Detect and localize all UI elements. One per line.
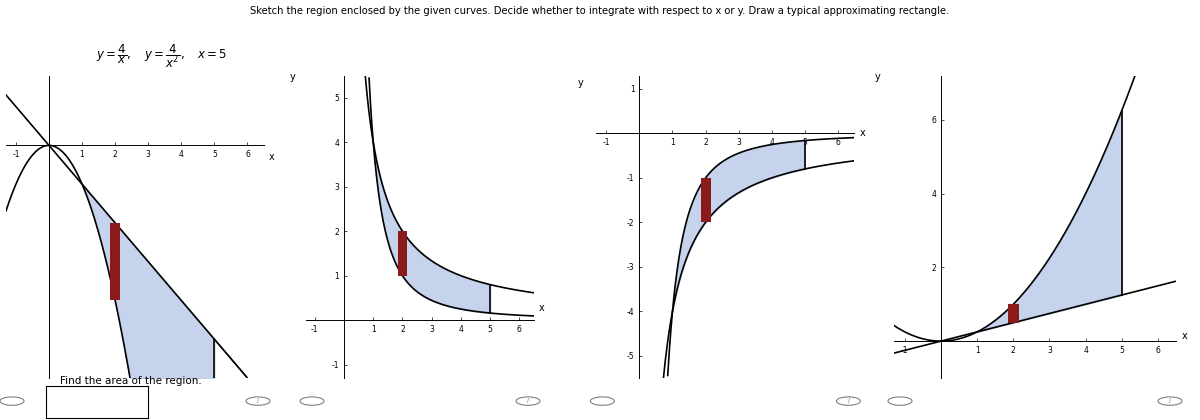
Text: i: i	[847, 398, 850, 404]
Text: y: y	[289, 72, 295, 81]
Text: i: i	[1169, 398, 1171, 404]
Text: y: y	[578, 78, 583, 88]
Text: x: x	[859, 128, 865, 138]
Bar	[398, 231, 407, 276]
Text: x: x	[539, 303, 545, 313]
Text: $y = \dfrac{4}{x},\quad y = \dfrac{4}{x^2},\quad x = 5$: $y = \dfrac{4}{x},\quad y = \dfrac{4}{x^…	[96, 42, 228, 70]
Text: x: x	[269, 152, 275, 162]
Bar	[1008, 304, 1019, 323]
Text: y: y	[875, 72, 880, 81]
Text: Find the area of the region.: Find the area of the region.	[60, 376, 202, 386]
Bar	[701, 178, 710, 222]
Bar	[110, 223, 120, 300]
Text: x: x	[1182, 331, 1187, 341]
Text: Sketch the region enclosed by the given curves. Decide whether to integrate with: Sketch the region enclosed by the given …	[251, 6, 949, 16]
Text: i: i	[257, 398, 259, 404]
Text: i: i	[527, 398, 529, 404]
